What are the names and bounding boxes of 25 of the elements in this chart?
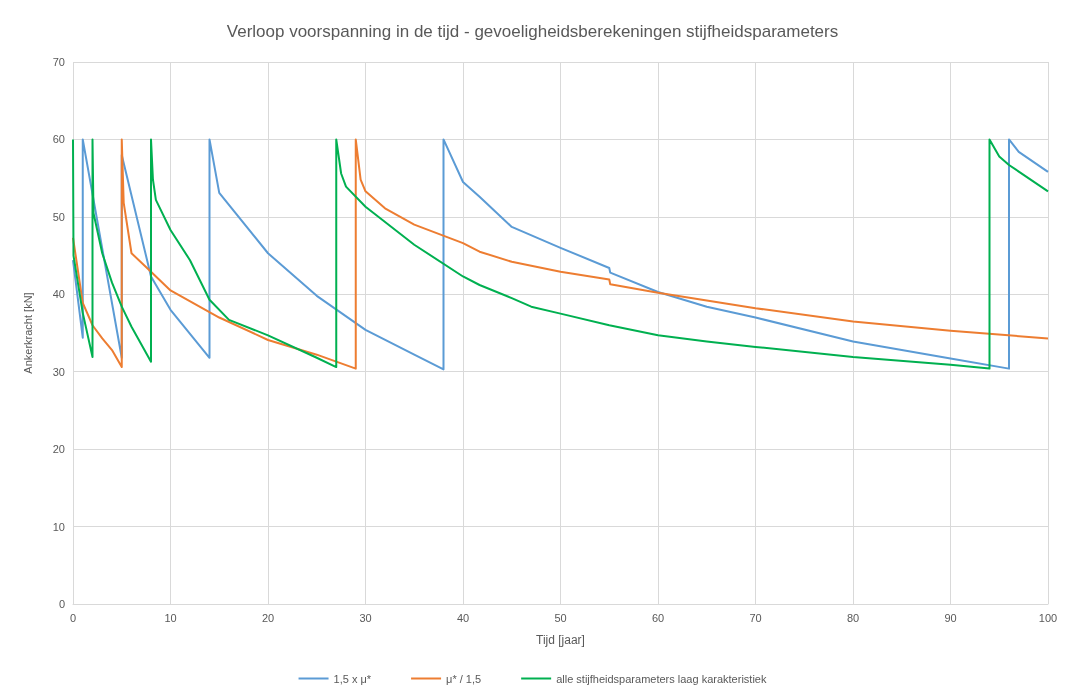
y-tick-label: 20 xyxy=(52,443,65,456)
x-tick-label: 40 xyxy=(456,611,470,624)
y-tick-label: 60 xyxy=(52,133,65,146)
x-tick-label: 70 xyxy=(749,611,762,624)
y-tick-label: 30 xyxy=(52,365,65,378)
legend-label: 1,5 x μ* xyxy=(333,672,372,685)
y-tick-label: 40 xyxy=(52,288,65,301)
y-tick-label: 10 xyxy=(52,520,65,533)
x-tick-label: 100 xyxy=(1038,611,1058,624)
chart-title: Verloop voorspanning in de tijd - gevoeligheidsberekeningen stijfheidsparameters xyxy=(226,22,839,41)
x-tick-label: 10 xyxy=(164,611,177,624)
y-tick-label: 0 xyxy=(58,598,65,610)
x-tick-label: 0 xyxy=(69,611,77,624)
x-tick-label: 50 xyxy=(554,611,567,624)
x-tick-label: 80 xyxy=(846,611,860,624)
x-tick-label: 20 xyxy=(261,611,275,624)
y-tick-label: 50 xyxy=(52,210,65,223)
legend-label: μ* / 1,5 xyxy=(446,672,482,685)
x-tick-label: 90 xyxy=(944,611,957,624)
y-tick-label: 70 xyxy=(52,56,65,68)
legend-label: alle stijfheidsparameters laag karakteristiek xyxy=(556,672,767,685)
y-axis-title: Ankerkracht [kN] xyxy=(21,292,34,374)
x-axis-title: Tijd [jaar] xyxy=(536,633,585,647)
x-tick-label: 30 xyxy=(359,611,372,624)
x-tick-label: 60 xyxy=(651,611,665,624)
